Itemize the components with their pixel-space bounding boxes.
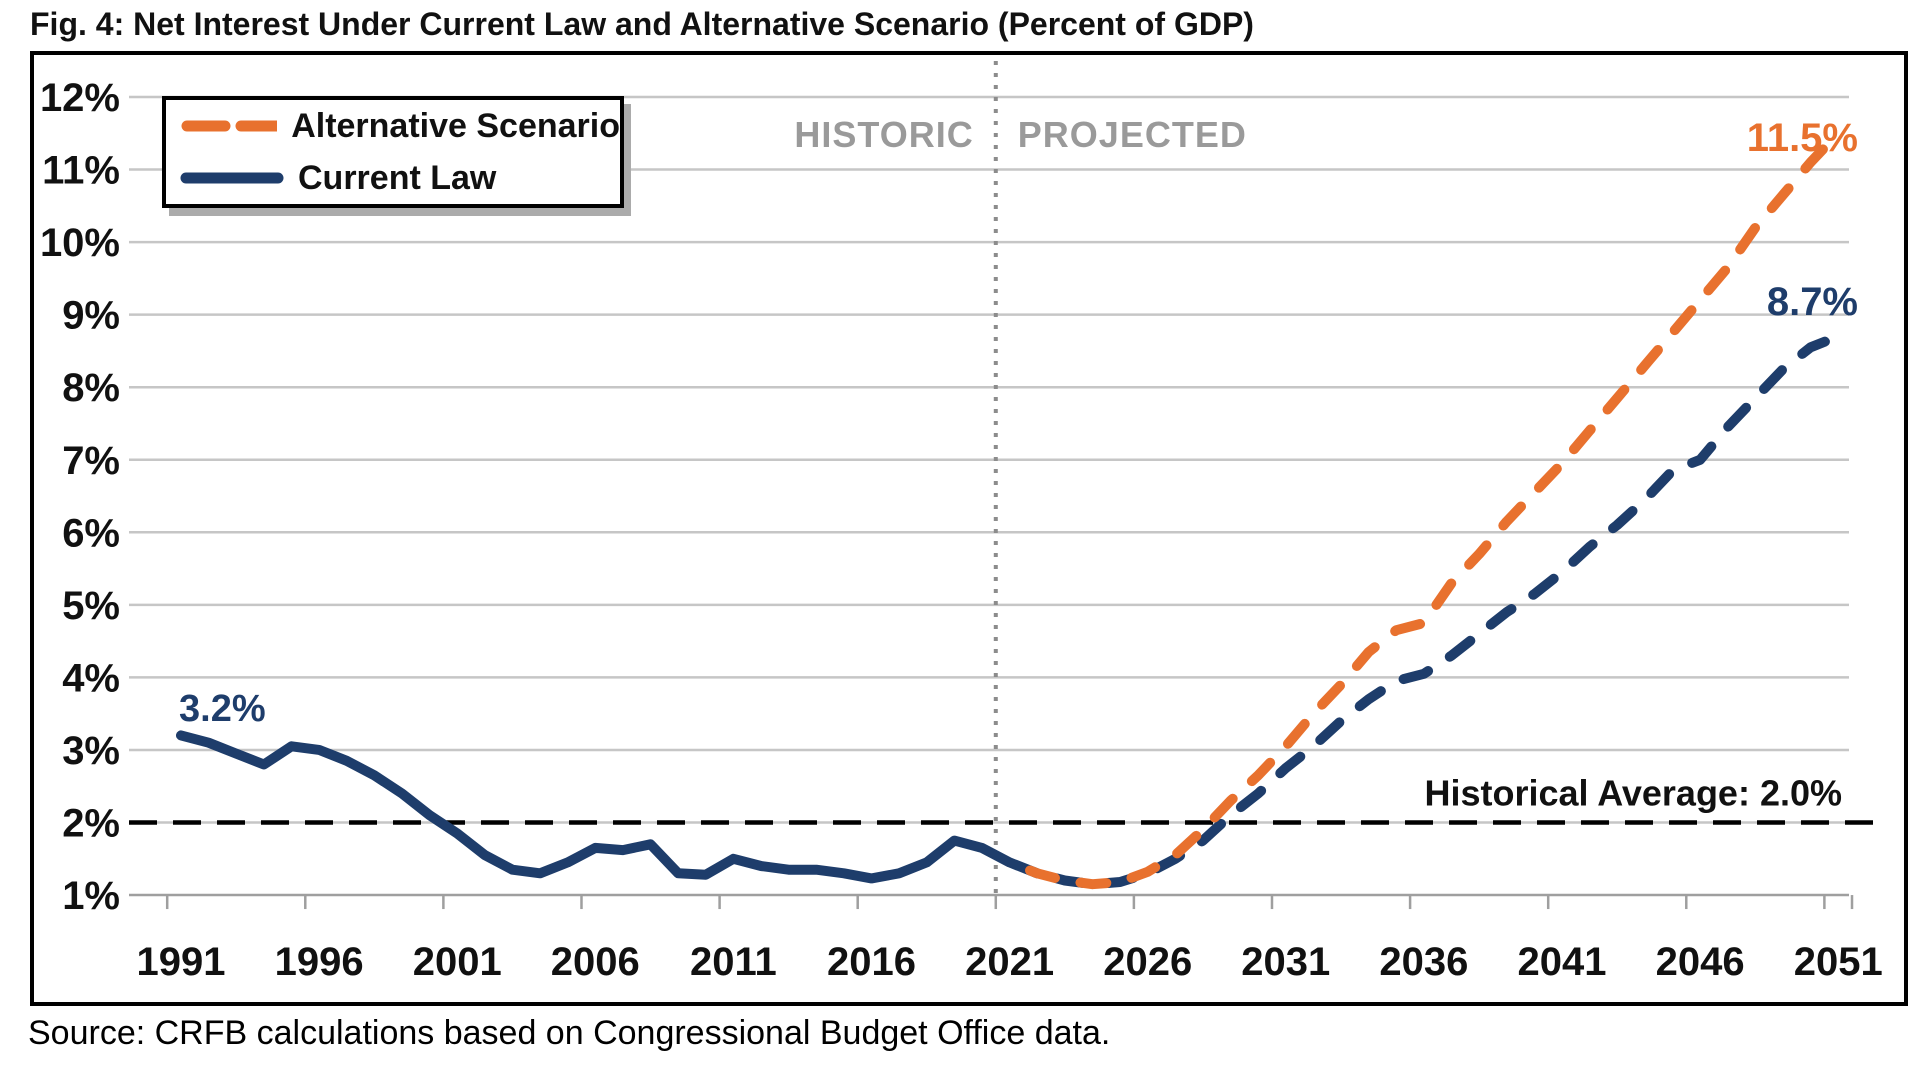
x-tick-label: 2031 bbox=[1241, 940, 1330, 984]
y-tick-label: 1% bbox=[62, 874, 120, 918]
legend-item-alternative-scenario: Alternative Scenario bbox=[180, 100, 620, 152]
dashed-line-swatch-icon bbox=[181, 120, 278, 132]
x-tick-label: 2046 bbox=[1656, 940, 1745, 984]
alternative-end-value-label: 11.5% bbox=[1747, 116, 1858, 160]
projected-zone-label: PROJECTED bbox=[1018, 114, 1247, 155]
y-tick-label: 4% bbox=[62, 656, 120, 700]
y-tick-label: 2% bbox=[62, 802, 120, 846]
y-tick-label: 9% bbox=[62, 294, 120, 338]
x-tick-label: 2041 bbox=[1518, 940, 1607, 984]
y-tick-label: 7% bbox=[62, 439, 120, 483]
y-tick-label: 10% bbox=[40, 221, 120, 265]
y-tick-label: 6% bbox=[62, 511, 120, 555]
x-tick-label: 2006 bbox=[551, 940, 640, 984]
y-tick-label: 5% bbox=[62, 584, 120, 628]
x-tick-label: 2001 bbox=[413, 940, 502, 984]
x-tick-label: 1996 bbox=[275, 940, 364, 984]
historic-zone-label: HISTORIC bbox=[794, 114, 973, 155]
legend-label-current-law: Current Law bbox=[298, 158, 497, 197]
y-tick-label: 11% bbox=[42, 149, 120, 193]
alternative-scenario-line bbox=[1004, 128, 1844, 890]
start-value-label: 3.2% bbox=[179, 688, 266, 730]
current-law-projected-line bbox=[1032, 331, 1844, 890]
x-tick-label: 2016 bbox=[827, 940, 916, 984]
figure-title: Fig. 4: Net Interest Under Current Law a… bbox=[30, 6, 1254, 42]
legend-label-alternative-scenario: Alternative Scenario bbox=[291, 106, 620, 145]
x-tick-label: 2036 bbox=[1379, 940, 1468, 984]
x-tick-label: 1991 bbox=[137, 940, 226, 984]
current-law-end-value-label: 8.7% bbox=[1767, 280, 1858, 324]
plot-area-frame: 12% 11% 10% 9% 8% 7% 6% 5% 4% 3% 2% 1% 1991 1996 2001 2… bbox=[30, 51, 1908, 1006]
chart-legend: Alternative Scenario Current Law bbox=[162, 96, 624, 208]
solid-line-swatch-icon bbox=[180, 172, 284, 184]
x-tick-label: 2011 bbox=[690, 940, 777, 984]
y-tick-label: 8% bbox=[62, 366, 120, 410]
x-tick-label: 2051 bbox=[1794, 940, 1883, 984]
current-law-historic-line bbox=[176, 730, 1043, 884]
y-tick-label: 12% bbox=[40, 76, 120, 120]
source-attribution: Source: CRFB calculations based on Congr… bbox=[28, 1014, 1111, 1052]
x-tick-label: 2021 bbox=[965, 940, 1054, 984]
line-chart: 12% 11% 10% 9% 8% 7% 6% 5% 4% 3% 2% 1% 1991 1996 2001 2… bbox=[40, 61, 1883, 984]
legend-item-current-law: Current Law bbox=[180, 152, 620, 204]
x-tick-label: 2026 bbox=[1103, 940, 1192, 984]
y-tick-label: 3% bbox=[62, 729, 120, 773]
historical-average-label: Historical Average: 2.0% bbox=[1424, 773, 1842, 814]
